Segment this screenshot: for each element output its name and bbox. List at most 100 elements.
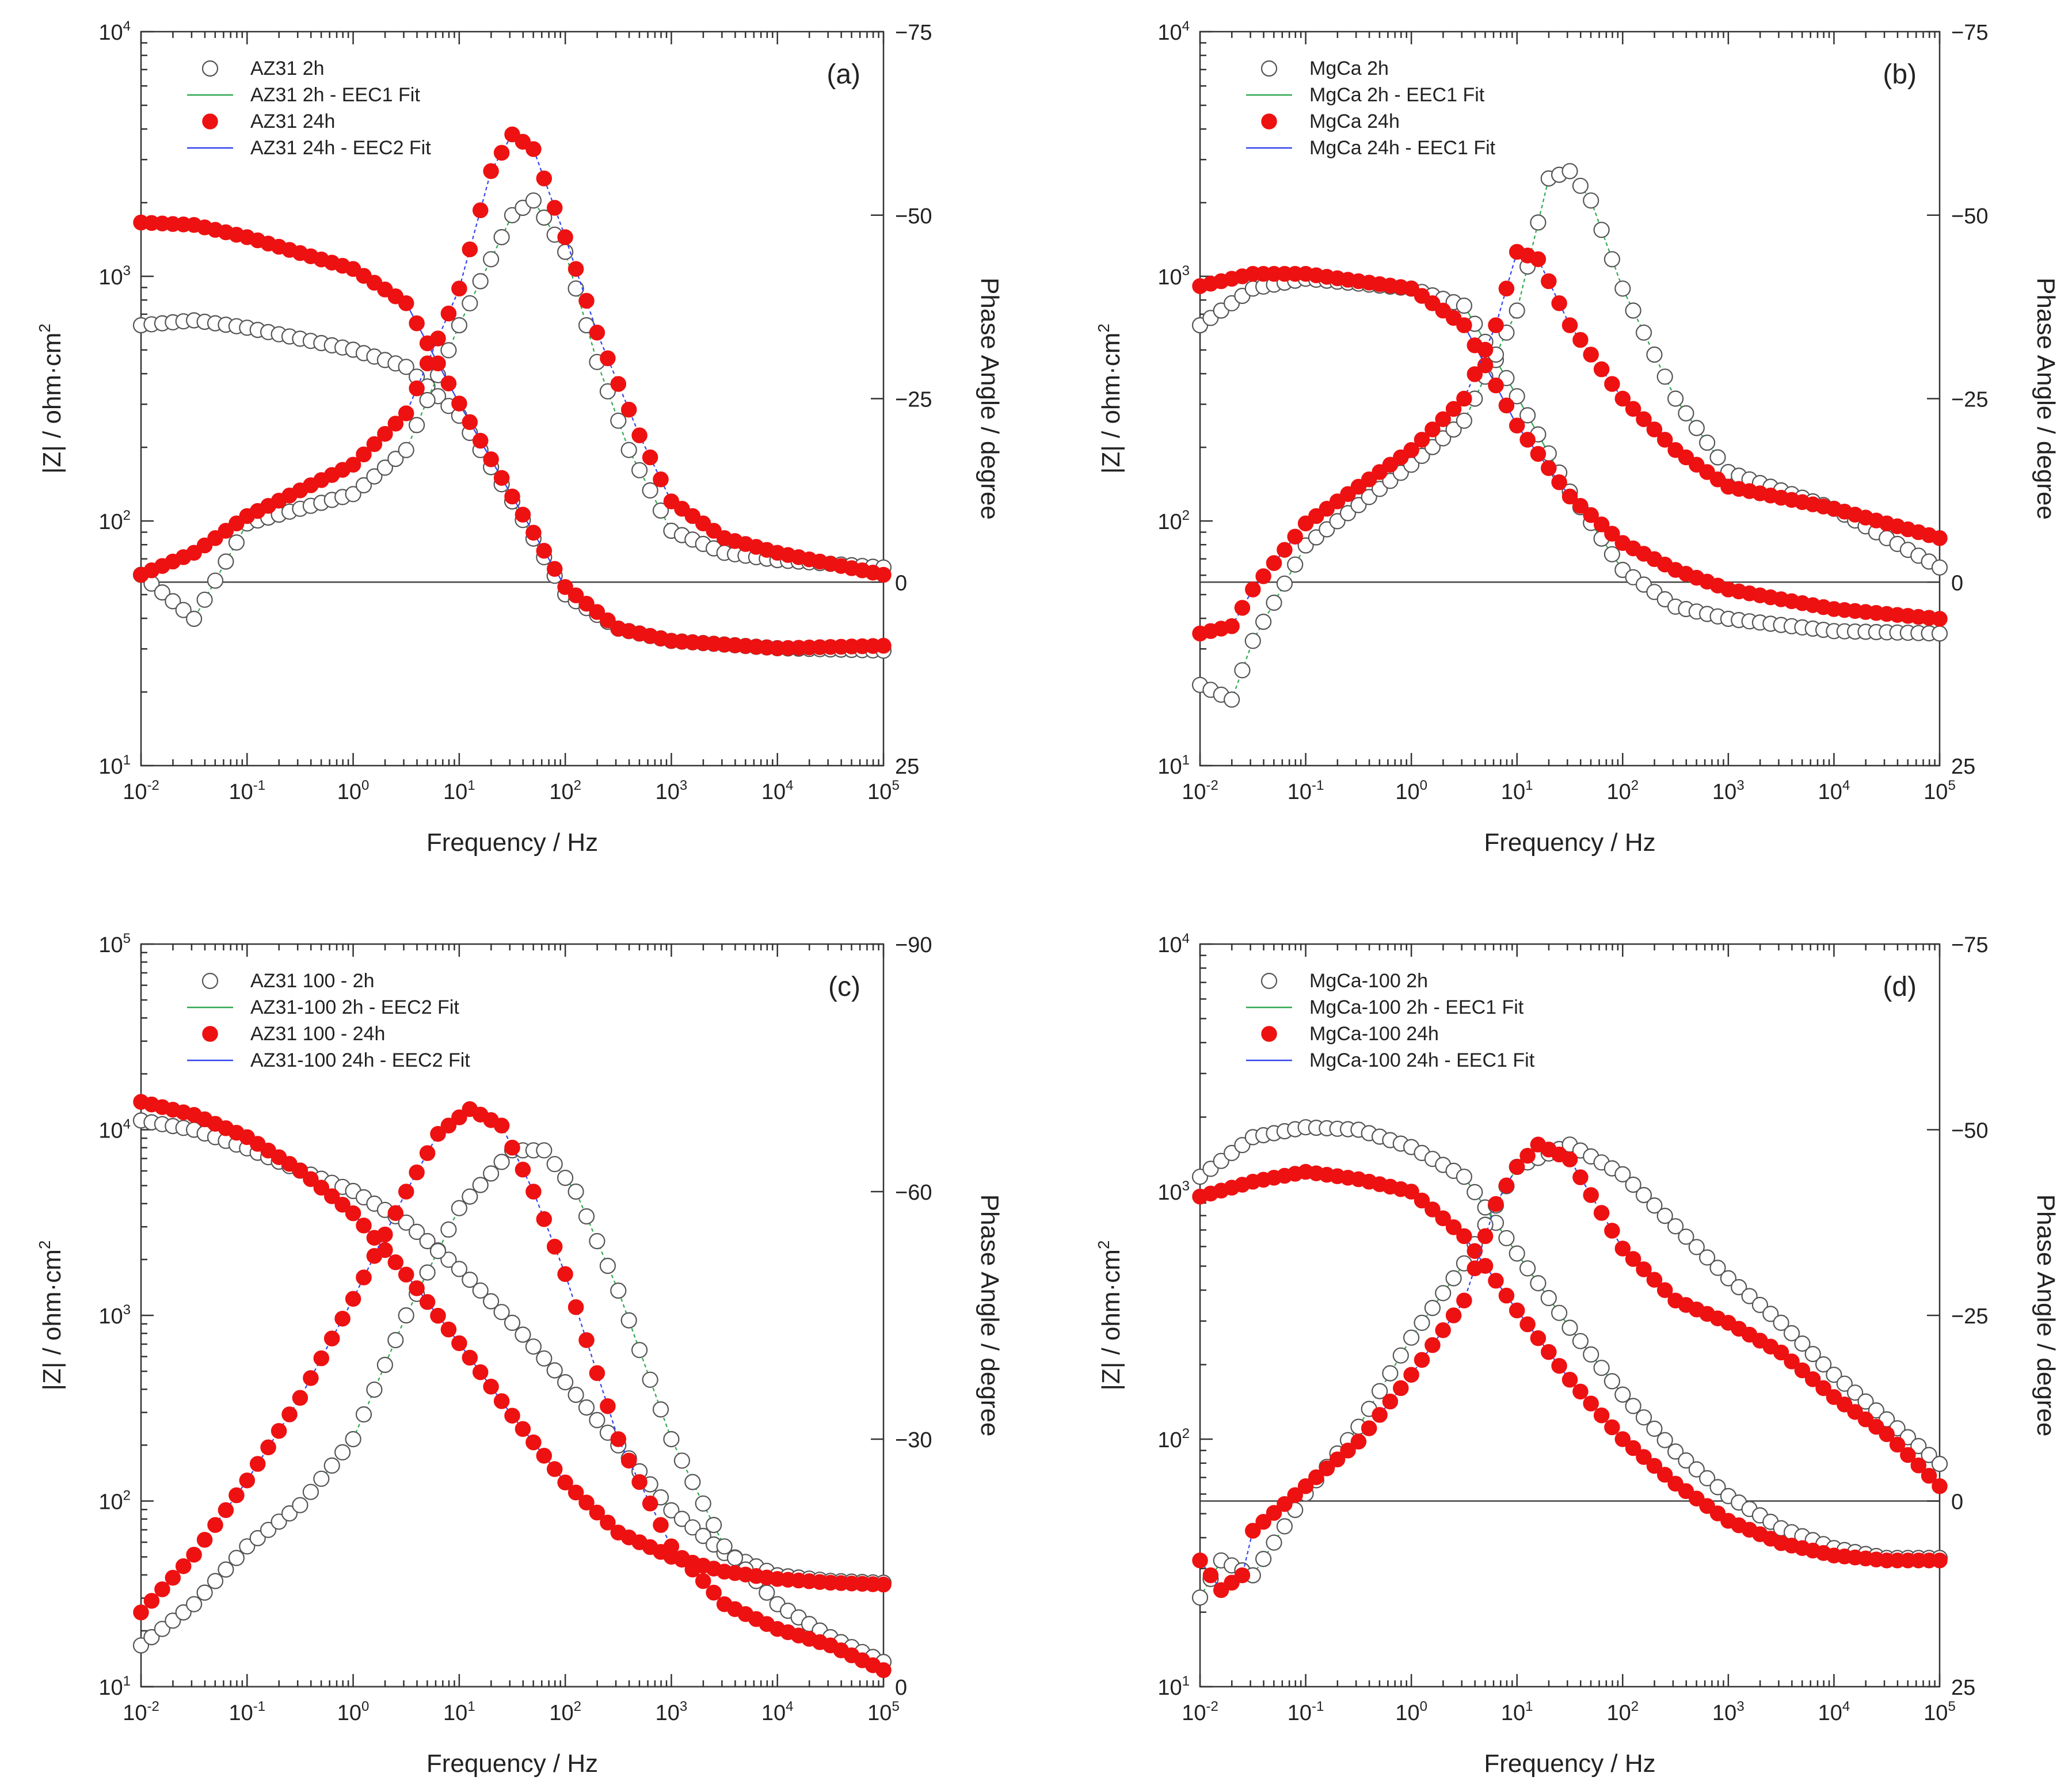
panel-tag: (b) xyxy=(1883,59,1917,90)
data-point-phase xyxy=(1572,177,1589,194)
data-point-phase xyxy=(1414,1314,1430,1331)
data-point-phase xyxy=(419,391,436,409)
data-point-modulus xyxy=(557,579,573,595)
data-point-phase xyxy=(207,1517,223,1533)
x-tick-label: 102 xyxy=(549,1699,581,1725)
data-point-phase xyxy=(1572,1169,1589,1185)
data-point-phase xyxy=(154,1620,170,1637)
data-point-modulus xyxy=(1435,1210,1451,1227)
data-point-phase xyxy=(1879,1426,1895,1443)
data-point-phase xyxy=(1614,280,1631,297)
data-point-phase xyxy=(1646,421,1663,438)
data-point-phase xyxy=(515,1162,531,1178)
data-point-modulus xyxy=(1667,1443,1684,1460)
data-point-modulus xyxy=(1488,377,1504,394)
phase-tick-label: 0 xyxy=(895,571,907,595)
x-tick-label: 103 xyxy=(656,778,688,804)
data-point-modulus xyxy=(1646,1458,1663,1474)
data-point-phase xyxy=(186,610,203,627)
data-point-modulus xyxy=(313,1180,330,1196)
x-tick-label: 105 xyxy=(867,778,900,804)
data-point-phase xyxy=(1414,1352,1430,1368)
x-tick-label: 101 xyxy=(443,778,475,804)
data-point-phase xyxy=(1583,1187,1599,1203)
data-point-phase xyxy=(472,1177,489,1193)
legend-entry: AZ31-100 2h - EEC2 Fit xyxy=(187,996,459,1018)
data-point-phase xyxy=(1868,1402,1884,1419)
data-point-phase xyxy=(1784,1353,1800,1369)
data-point-phase xyxy=(653,1517,669,1533)
data-point-phase xyxy=(345,1431,361,1448)
data-point-phase xyxy=(1224,691,1240,708)
legend-marker xyxy=(1260,60,1278,77)
data-point-modulus xyxy=(451,1261,468,1277)
data-point-modulus xyxy=(1561,1319,1578,1336)
data-point-phase xyxy=(207,572,224,589)
y-tick-label: 101 xyxy=(98,1673,131,1700)
data-point-modulus xyxy=(345,1205,361,1222)
y-tick-label: 102 xyxy=(1157,508,1190,534)
data-point-modulus xyxy=(1709,1479,1726,1496)
data-point-phase xyxy=(366,1381,383,1398)
y-tick-label: 105 xyxy=(98,931,131,957)
y-tick-label: 102 xyxy=(98,1488,131,1515)
fit-line-modulus xyxy=(140,1120,884,1584)
data-point-phase xyxy=(1773,1314,1789,1331)
phase-tick-label: −90 xyxy=(895,933,932,957)
panel-tag: (c) xyxy=(828,972,860,1002)
data-point-phase xyxy=(1287,556,1304,573)
data-point-modulus xyxy=(292,1162,308,1179)
data-point-modulus xyxy=(1519,432,1536,448)
data-point-phase xyxy=(610,1431,627,1447)
chart-panel-c: 10-2 10-1 100 101 102 103 104 105 101 102 103 104 10… xyxy=(36,931,1004,1778)
data-point-phase xyxy=(631,427,648,444)
data-point-modulus xyxy=(1583,1346,1599,1363)
legend-marker xyxy=(1260,972,1278,990)
data-point-phase xyxy=(1603,251,1620,268)
data-point-phase xyxy=(1541,273,1557,290)
data-point-phase xyxy=(1445,1307,1462,1323)
data-point-phase xyxy=(133,1604,149,1620)
legend-entry: MgCa 24h xyxy=(1261,111,1400,132)
data-point-phase xyxy=(599,1257,616,1275)
data-point-modulus xyxy=(504,488,520,505)
data-point-modulus xyxy=(1614,1431,1631,1447)
data-point-phase xyxy=(653,471,669,488)
data-point-modulus xyxy=(1456,1169,1472,1185)
data-point-modulus xyxy=(1614,1386,1631,1403)
data-point-phase xyxy=(440,342,457,359)
data-point-modulus xyxy=(684,1519,701,1536)
data-point-modulus xyxy=(536,543,553,559)
data-point-modulus xyxy=(515,1326,531,1343)
data-point-phase xyxy=(504,1139,520,1156)
data-point-phase xyxy=(1255,1513,1271,1530)
data-point-phase xyxy=(673,1452,691,1469)
data-point-modulus xyxy=(1456,1228,1472,1245)
data-point-phase xyxy=(1477,341,1494,358)
data-point-phase xyxy=(663,1431,680,1448)
phase-tick-label: 25 xyxy=(895,755,919,779)
data-point-modulus xyxy=(1635,1409,1652,1426)
data-point-phase xyxy=(1614,390,1631,407)
data-point-modulus xyxy=(1572,1383,1589,1400)
data-point-phase xyxy=(610,412,627,429)
data-point-phase xyxy=(1224,618,1240,634)
data-point-phase xyxy=(165,593,181,610)
data-point-modulus xyxy=(546,561,563,577)
data-point-phase xyxy=(1625,302,1641,319)
data-point-phase xyxy=(726,1550,744,1566)
x-tick-label: 101 xyxy=(1501,1699,1533,1725)
data-point-phase xyxy=(207,1573,224,1589)
legend-label: MgCa-100 2h - EEC1 Fit xyxy=(1309,996,1524,1018)
data-point-phase xyxy=(409,380,425,397)
data-point-modulus xyxy=(1604,526,1620,542)
legend-entry: MgCa 2h - EEC1 Fit xyxy=(1246,84,1485,106)
data-point-modulus xyxy=(578,1494,595,1511)
data-point-phase xyxy=(1350,1433,1367,1450)
data-point-phase xyxy=(1932,1478,1948,1494)
data-point-phase xyxy=(1932,530,1948,546)
data-point-phase xyxy=(1741,1288,1758,1304)
data-point-phase xyxy=(398,1184,414,1200)
data-point-phase xyxy=(462,1188,478,1205)
legend-label: AZ31 24h xyxy=(250,111,335,132)
